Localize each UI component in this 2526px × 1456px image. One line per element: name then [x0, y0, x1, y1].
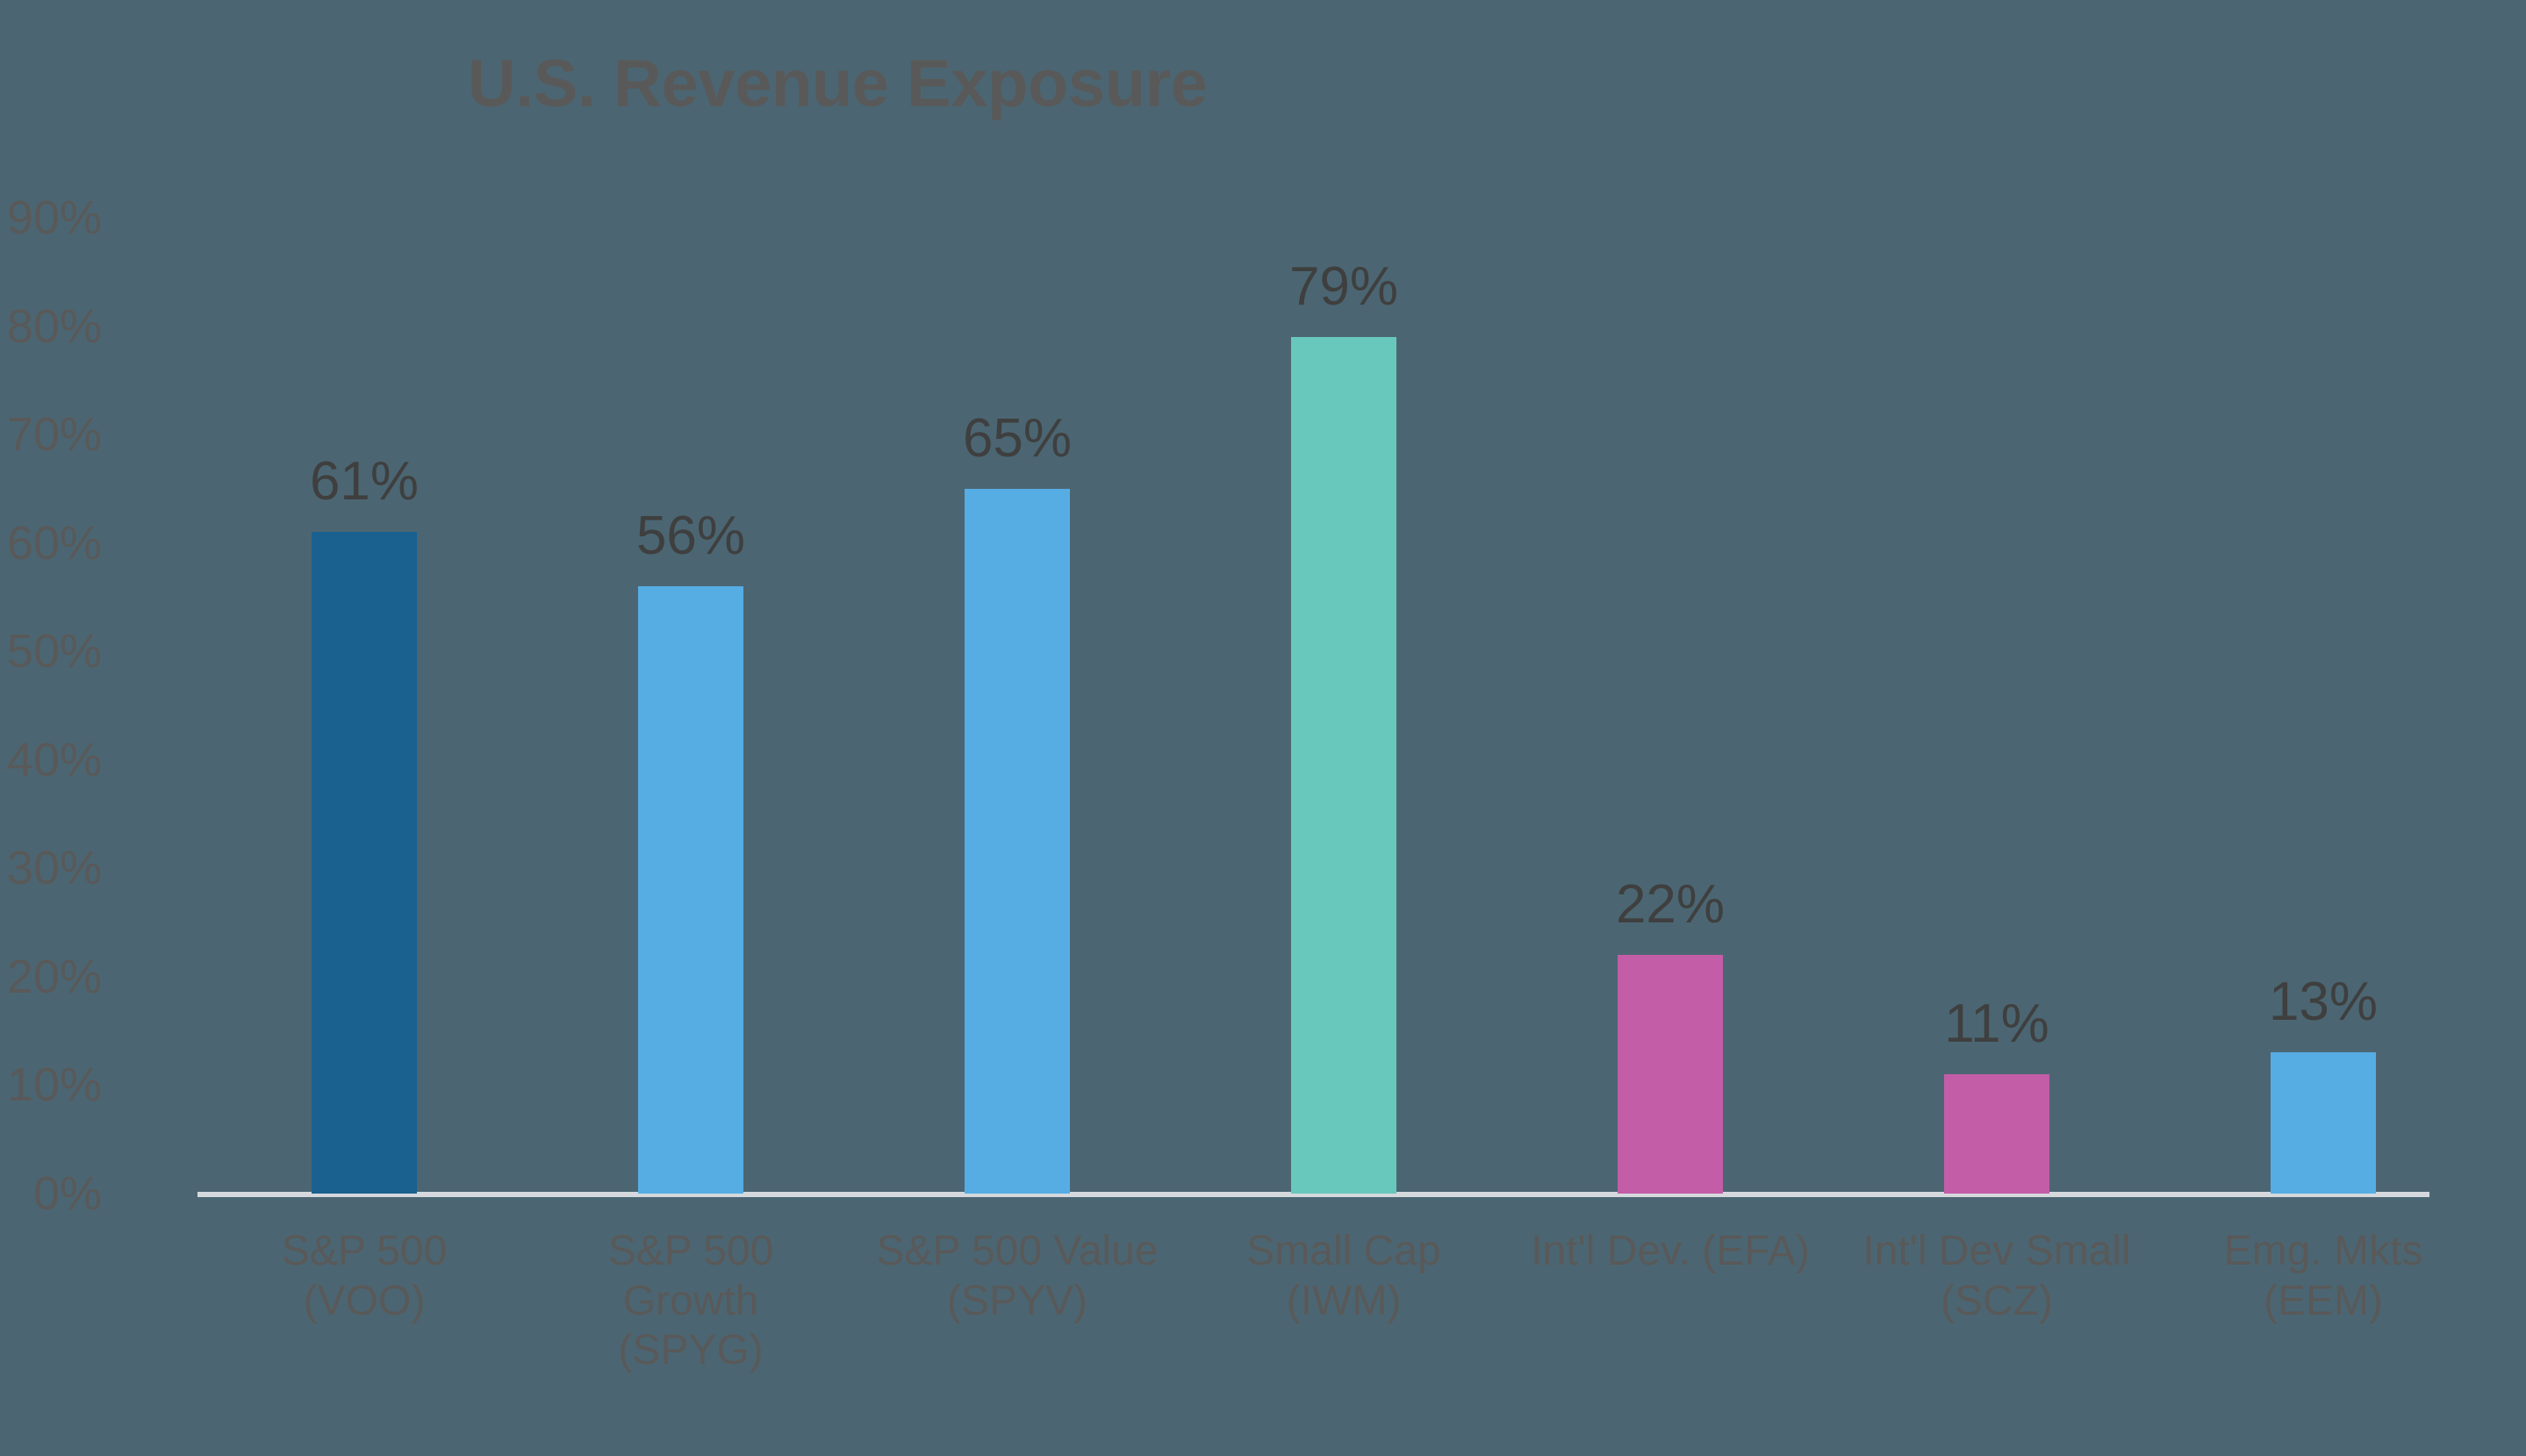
bar-value-label: 11% — [1944, 993, 2049, 1055]
bar-value-label: 56% — [635, 506, 746, 567]
x-axis-label: Small Cap (IWM) — [1180, 1227, 1507, 1326]
x-axis-label-line: Int'l Dev. (EFA) — [1531, 1228, 1810, 1274]
x-axis-label: Int'l Dev. (EFA) — [1507, 1227, 1834, 1277]
x-axis-line — [197, 1192, 2429, 1197]
y-axis-tick-60: 60% — [6, 516, 102, 570]
x-axis-label: S&P 500 Value (SPYV) — [854, 1227, 1180, 1326]
bar-value-label: 13% — [2268, 972, 2379, 1033]
y-axis-tick-90: 90% — [6, 191, 102, 244]
bar-rect[interactable] — [312, 532, 417, 1194]
bar-rect[interactable] — [965, 488, 1070, 1194]
bar-rect[interactable] — [1618, 955, 1723, 1194]
chart-title: U.S. Revenue Exposure — [467, 47, 1208, 121]
bar[interactable]: 13% — [2269, 972, 2378, 1194]
bar[interactable]: 11% — [1944, 993, 2049, 1194]
bar[interactable]: 22% — [1616, 874, 1725, 1194]
x-axis-label-line: (EEM) — [2264, 1277, 2383, 1324]
bar-rect[interactable] — [1944, 1074, 2049, 1194]
x-axis-label-line: Int'l Dev Small — [1862, 1228, 2131, 1274]
bar[interactable]: 56% — [636, 506, 745, 1194]
bar[interactable]: 79% — [1289, 256, 1398, 1194]
x-axis-label-line: (SCZ) — [1941, 1277, 2053, 1324]
x-axis-label: S&P 500 (VOO) — [201, 1227, 527, 1326]
x-axis-label-line: S&P 500 Value — [876, 1228, 1159, 1274]
y-axis-tick-20: 20% — [6, 950, 102, 1003]
y-axis-tick-10: 10% — [6, 1058, 102, 1112]
x-axis-label-line: Emg. Mkts — [2223, 1228, 2423, 1274]
bar-rect[interactable] — [1291, 336, 1396, 1194]
x-axis-label-line: S&P 500 — [281, 1228, 448, 1274]
bar[interactable]: 65% — [963, 408, 1072, 1194]
bar-value-label: 22% — [1615, 874, 1726, 936]
x-axis-label: S&P 500 Growth (SPYG) — [527, 1227, 854, 1376]
x-axis-label-line: Small Cap — [1246, 1228, 1441, 1274]
bar-value-label: 79% — [1288, 255, 1399, 317]
y-axis-tick-0: 0% — [32, 1167, 102, 1220]
x-axis-label-line: (IWM) — [1286, 1277, 1402, 1324]
bar-value-label: 65% — [962, 407, 1073, 469]
y-axis-tick-40: 40% — [6, 733, 102, 786]
bar-rect[interactable] — [2271, 1052, 2376, 1194]
bar-rect[interactable] — [638, 586, 743, 1194]
x-axis-label-line: (VOO) — [303, 1277, 426, 1324]
x-axis-label-line: (SPYV) — [946, 1277, 1088, 1324]
y-axis-tick-50: 50% — [6, 625, 102, 678]
bar-value-label: 61% — [309, 451, 420, 513]
bar[interactable]: 61% — [310, 451, 419, 1194]
y-axis-tick-70: 70% — [6, 408, 102, 462]
x-axis-label: Emg. Mkts (EEM) — [2160, 1227, 2487, 1326]
x-axis-label: Int'l Dev Small (SCZ) — [1834, 1227, 2160, 1326]
y-axis-tick-80: 80% — [6, 299, 102, 353]
x-axis-label-line: (SPYG) — [618, 1327, 764, 1374]
x-axis-label-line: S&P 500 — [607, 1228, 774, 1274]
y-axis-tick-30: 30% — [6, 842, 102, 895]
x-axis-label-line: Growth — [622, 1277, 759, 1324]
